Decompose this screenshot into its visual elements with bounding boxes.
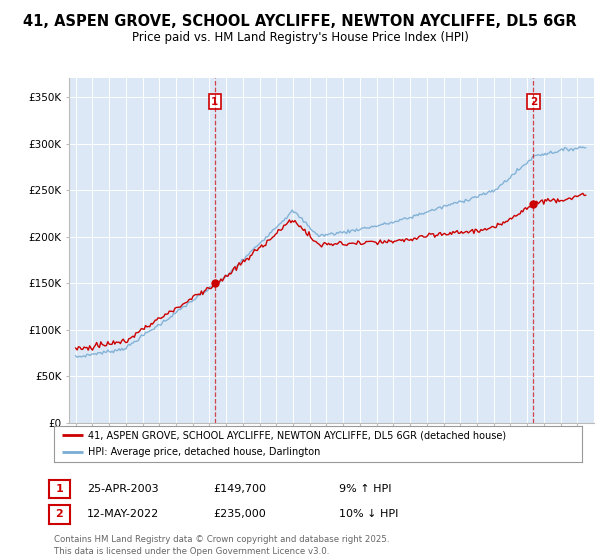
Text: 41, ASPEN GROVE, SCHOOL AYCLIFFE, NEWTON AYCLIFFE, DL5 6GR: 41, ASPEN GROVE, SCHOOL AYCLIFFE, NEWTON… — [23, 14, 577, 29]
Text: 1: 1 — [211, 97, 218, 106]
Text: 2: 2 — [56, 510, 63, 519]
Text: 10% ↓ HPI: 10% ↓ HPI — [339, 509, 398, 519]
Text: 25-APR-2003: 25-APR-2003 — [87, 484, 158, 494]
Text: £235,000: £235,000 — [213, 509, 266, 519]
Text: HPI: Average price, detached house, Darlington: HPI: Average price, detached house, Darl… — [88, 447, 320, 457]
Text: 41, ASPEN GROVE, SCHOOL AYCLIFFE, NEWTON AYCLIFFE, DL5 6GR (detached house): 41, ASPEN GROVE, SCHOOL AYCLIFFE, NEWTON… — [88, 431, 506, 440]
Text: 12-MAY-2022: 12-MAY-2022 — [87, 509, 159, 519]
Text: 2: 2 — [530, 97, 537, 106]
Text: £149,700: £149,700 — [213, 484, 266, 494]
Text: Contains HM Land Registry data © Crown copyright and database right 2025.
This d: Contains HM Land Registry data © Crown c… — [54, 535, 389, 556]
Text: 1: 1 — [56, 484, 63, 494]
Text: Price paid vs. HM Land Registry's House Price Index (HPI): Price paid vs. HM Land Registry's House … — [131, 31, 469, 44]
Text: 9% ↑ HPI: 9% ↑ HPI — [339, 484, 391, 494]
